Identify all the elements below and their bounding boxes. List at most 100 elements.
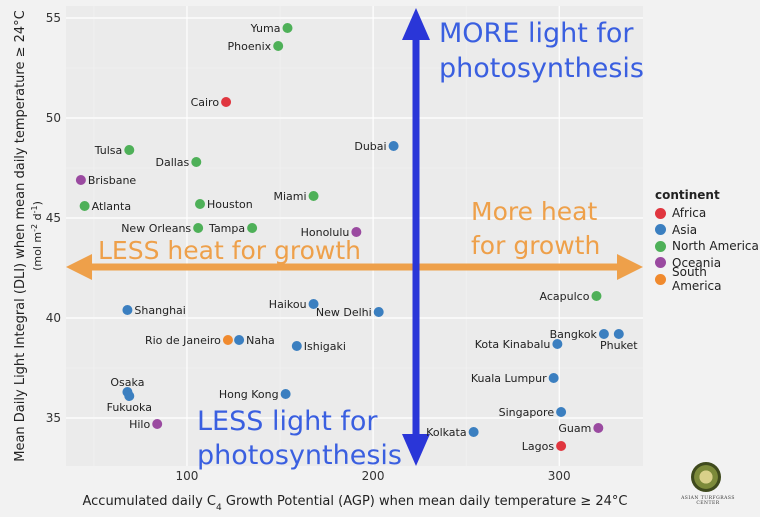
y-tick-label: 35: [46, 411, 61, 425]
data-point: [280, 389, 291, 399]
x-tick-label: 300: [548, 469, 571, 483]
data-point: [468, 427, 479, 437]
data-point: [308, 299, 319, 309]
legend-label: South America: [671, 265, 722, 294]
data-label: Acapulco: [540, 290, 590, 303]
data-point: [552, 339, 563, 349]
data-label: Singapore: [499, 406, 555, 419]
data-point: [234, 335, 245, 345]
data-point: [291, 341, 302, 351]
data-label: Rio de Janeiro: [145, 334, 221, 347]
data-point: [282, 23, 293, 33]
y-axis-unit: (mol m-2 d-1): [30, 201, 45, 271]
data-label: Yuma: [250, 22, 281, 35]
data-label: New Delhi: [316, 306, 372, 319]
x-tick-label: 100: [176, 469, 199, 483]
data-label: Ishigaki: [304, 340, 346, 353]
data-label: Cairo: [191, 96, 220, 109]
data-point: [273, 41, 284, 51]
data-label: Osaka: [110, 376, 144, 389]
data-point: [122, 305, 133, 315]
more-heat-label-line2: for growth: [471, 231, 600, 260]
data-point: [351, 227, 362, 237]
legend-item: South America: [655, 265, 760, 293]
data-point: [556, 407, 567, 417]
legend-swatch: [655, 224, 666, 236]
y-tick-label: 45: [46, 211, 61, 225]
less-heat-label: LESS heat for growth: [98, 236, 361, 265]
asian-turfgrass-center-logo: ASIAN TURFGRASS CENTER: [672, 462, 744, 514]
data-point: [191, 157, 202, 167]
less-light-label-line2: photosynthesis: [197, 440, 402, 471]
data-label: New Orleans: [121, 222, 191, 235]
data-label: Kolkata: [426, 426, 466, 439]
data-points: [75, 23, 624, 451]
legend-swatch: [655, 207, 666, 219]
data-point: [373, 307, 384, 317]
legend-item: Oceania: [655, 255, 760, 272]
data-label: Lagos: [522, 440, 555, 453]
data-point: [193, 223, 204, 233]
legend-item: Africa: [655, 205, 760, 222]
legend-item: North America: [655, 238, 760, 255]
legend-swatch: [655, 240, 666, 252]
data-point: [613, 329, 624, 339]
legend-label: Oceania: [672, 255, 722, 270]
seal-icon: [691, 462, 721, 492]
legend-label: North America: [672, 239, 759, 254]
data-point: [79, 201, 90, 211]
y-axis-ticks: 35 40 45 50 55: [46, 11, 61, 425]
more-light-label-line2: photosynthesis: [439, 53, 644, 84]
right-arrowhead: [617, 254, 643, 280]
data-label: Dallas: [155, 156, 189, 169]
data-label: Shanghai: [134, 304, 185, 317]
data-label: Tampa: [208, 222, 245, 235]
down-arrowhead: [402, 434, 430, 466]
data-point: [124, 145, 135, 155]
up-arrowhead: [402, 8, 430, 40]
annotation-arrows: [66, 8, 643, 466]
data-label: Dubai: [354, 140, 386, 153]
legend-item: Asia: [655, 222, 760, 239]
x-axis-ticks: 100 200 300: [176, 469, 571, 483]
data-label: Fukuoka: [107, 401, 152, 414]
data-point: [247, 223, 258, 233]
data-label: Bangkok: [550, 328, 598, 341]
data-label: Naha: [246, 334, 275, 347]
legend-label: Asia: [672, 222, 698, 237]
left-arrowhead: [66, 254, 92, 280]
data-point: [222, 335, 233, 345]
data-label: Brisbane: [88, 174, 137, 187]
x-axis-title: Accumulated daily C4 Growth Potential (A…: [82, 494, 627, 513]
data-label: Hilo: [129, 418, 150, 431]
more-light-label: MORE light for: [439, 18, 634, 49]
data-label: Miami: [273, 190, 306, 203]
data-label: Guam: [558, 422, 591, 435]
data-point: [598, 329, 609, 339]
data-point: [221, 97, 232, 107]
data-point: [75, 175, 86, 185]
data-label: Hong Kong: [219, 388, 279, 401]
data-point: [308, 191, 319, 201]
data-point: [195, 199, 206, 209]
y-axis-title: Mean Daily Light Integral (DLI) when mea…: [13, 10, 28, 462]
data-label: Haikou: [269, 298, 307, 311]
logo-text: ASIAN TURFGRASS CENTER: [681, 496, 735, 506]
data-label: Honolulu: [301, 226, 350, 239]
data-label: Tulsa: [94, 144, 123, 157]
legend-label: Africa: [672, 206, 707, 221]
y-tick-label: 50: [46, 111, 61, 125]
legend: continent Africa Asia North America Oceania…: [655, 188, 760, 293]
data-label: Houston: [207, 198, 253, 211]
less-light-label: LESS light for: [197, 406, 378, 437]
more-heat-label: More heat: [471, 197, 597, 226]
data-label: Kuala Lumpur: [471, 372, 547, 385]
data-point: [548, 373, 559, 383]
data-point-labels: Yuma Phoenix Cairo Dubai Tulsa Dallas Brisbane…: [88, 22, 638, 453]
data-point: [591, 291, 602, 301]
grid-lines: [66, 6, 643, 466]
data-label: Phuket: [600, 339, 638, 352]
legend-title: continent: [655, 188, 720, 202]
